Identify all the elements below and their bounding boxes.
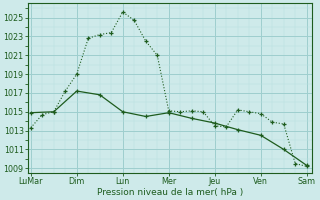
- X-axis label: Pression niveau de la mer( hPa ): Pression niveau de la mer( hPa ): [97, 188, 243, 197]
